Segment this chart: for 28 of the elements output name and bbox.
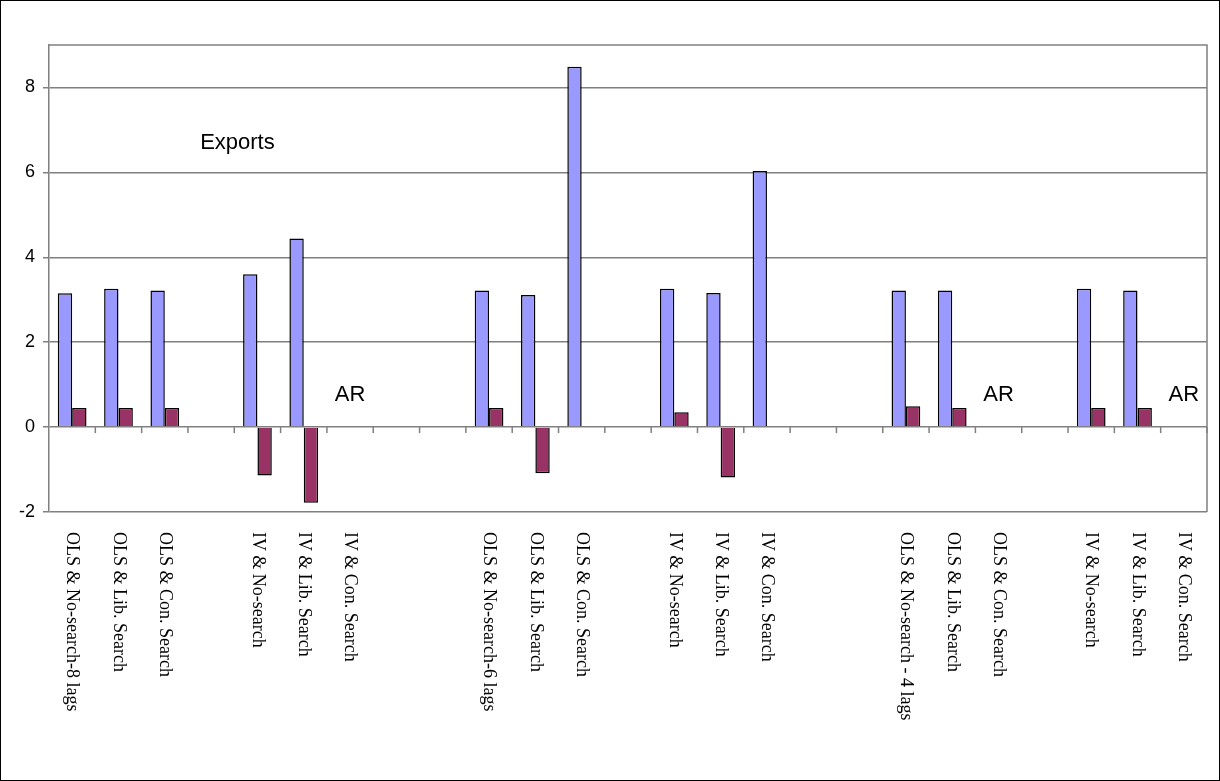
annotation: AR bbox=[1168, 381, 1200, 407]
x-tick-label: OLS & Lib. Search bbox=[526, 532, 547, 672]
y-tick-label: -2 bbox=[18, 500, 35, 521]
y-tick-label: 8 bbox=[24, 76, 35, 97]
x-tick-label: IV & No-search bbox=[665, 532, 686, 648]
y-tick-label: 0 bbox=[24, 416, 35, 437]
annotation: AR bbox=[334, 381, 366, 407]
text: Exports bbox=[200, 128, 275, 154]
x-tick-label: OLS & No-search-6 lags bbox=[480, 532, 501, 712]
y-tick-label: 6 bbox=[24, 161, 35, 182]
x-tick-label: IV & No-search bbox=[1082, 532, 1103, 648]
x-tick-label: IV & Con. Search bbox=[1175, 532, 1196, 662]
x-tick-label: IV & Lib. Search bbox=[1128, 532, 1149, 657]
x-tick-label: IV & Lib. Search bbox=[295, 532, 316, 657]
x-tick-label: IV & No-search bbox=[248, 532, 269, 648]
y-tick-label: 4 bbox=[24, 246, 35, 267]
x-tick-label: OLS & Lib. Search bbox=[109, 532, 130, 672]
x-tick-label: OLS & Con. Search bbox=[156, 532, 177, 677]
x-tick-label: OLS & Con. Search bbox=[989, 532, 1010, 677]
x-tick-label: OLS & No-search - 4 lags bbox=[897, 532, 918, 721]
x-tick-label: IV & Lib. Search bbox=[711, 532, 732, 657]
x-tick-label: OLS & Con. Search bbox=[572, 532, 593, 677]
x-tick-label: IV & Con. Search bbox=[341, 532, 362, 662]
x-tick-label: OLS & Lib. Search bbox=[943, 532, 964, 672]
annotation: AR bbox=[983, 381, 1014, 407]
x-tick-label: OLS & No-search-8 lags bbox=[63, 532, 84, 712]
y-tick-label: 2 bbox=[24, 331, 35, 352]
x-tick-label: IV & Con. Search bbox=[758, 532, 779, 662]
